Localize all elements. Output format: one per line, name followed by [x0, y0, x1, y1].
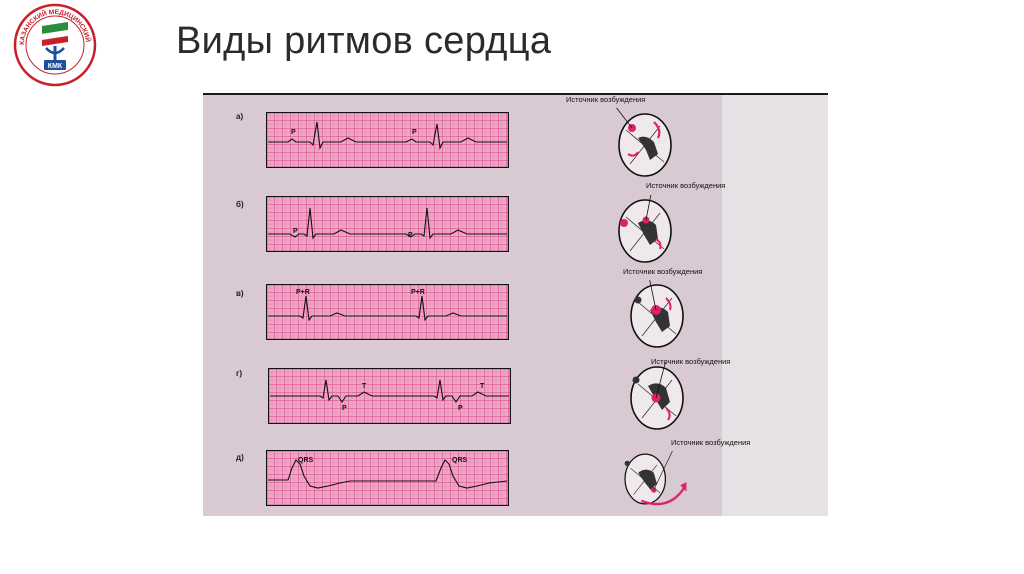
heart-diagram-d: [624, 450, 687, 506]
ecg-strip-g: T P T P: [268, 368, 511, 424]
wave-label: P: [412, 129, 417, 136]
ecg-trace-v: [268, 295, 507, 322]
ecg-trace-d: [268, 459, 508, 489]
row-letter-v: в): [236, 289, 244, 298]
excitation-source-label-d: Источник возбуждения: [671, 438, 751, 447]
row-letter-d: д): [236, 453, 244, 462]
row-letter-b: б): [236, 200, 244, 209]
row-letter-g: г): [236, 369, 242, 378]
slide-title: Виды ритмов сердца: [176, 20, 552, 62]
logo-monogram: КМК: [48, 63, 63, 70]
wave-label: P+R: [296, 289, 310, 296]
ecg-strip-a: P P: [266, 112, 509, 168]
figure-top-border: [203, 93, 828, 95]
wave-label: T: [362, 383, 367, 390]
wave-label: P: [293, 228, 298, 235]
wave-label: T: [480, 383, 485, 390]
excitation-source-label-a: Источник возбуждения: [566, 95, 646, 104]
heart-diagram-v: [630, 280, 684, 348]
excitation-source-label-b: Источник возбуждения: [646, 181, 726, 190]
wave-label: P+R: [411, 289, 425, 296]
excitation-source-label-v: Источник возбуждения: [623, 267, 703, 276]
figure-side-strip: [722, 95, 828, 516]
ecg-strip-d: QRS QRS: [266, 450, 509, 506]
heart-diagram-g: [630, 362, 684, 430]
wave-label: P: [458, 405, 463, 412]
ecg-strip-b: P P: [266, 196, 509, 252]
ecg-strip-v: P+R P+R: [266, 284, 509, 340]
ecg-trace-b: [268, 207, 507, 240]
excitation-source-label-g: Источник возбуждения: [651, 357, 731, 366]
heart-diagram-a: [616, 108, 672, 177]
wave-label: P: [291, 129, 296, 136]
wave-label: QRS: [452, 457, 468, 464]
heart-diagram-b: [618, 195, 672, 263]
wave-label: P: [342, 405, 347, 412]
ecg-trace-a: [268, 121, 507, 150]
wave-label: P: [408, 232, 413, 239]
row-letter-a: а): [236, 112, 244, 121]
college-logo: КАЗАНСКИЙ МЕДИЦИНСКИЙ КОЛЛЕДЖ КМК: [12, 2, 97, 87]
ecg-trace-g: [270, 379, 509, 403]
wave-label: QRS: [298, 457, 314, 464]
